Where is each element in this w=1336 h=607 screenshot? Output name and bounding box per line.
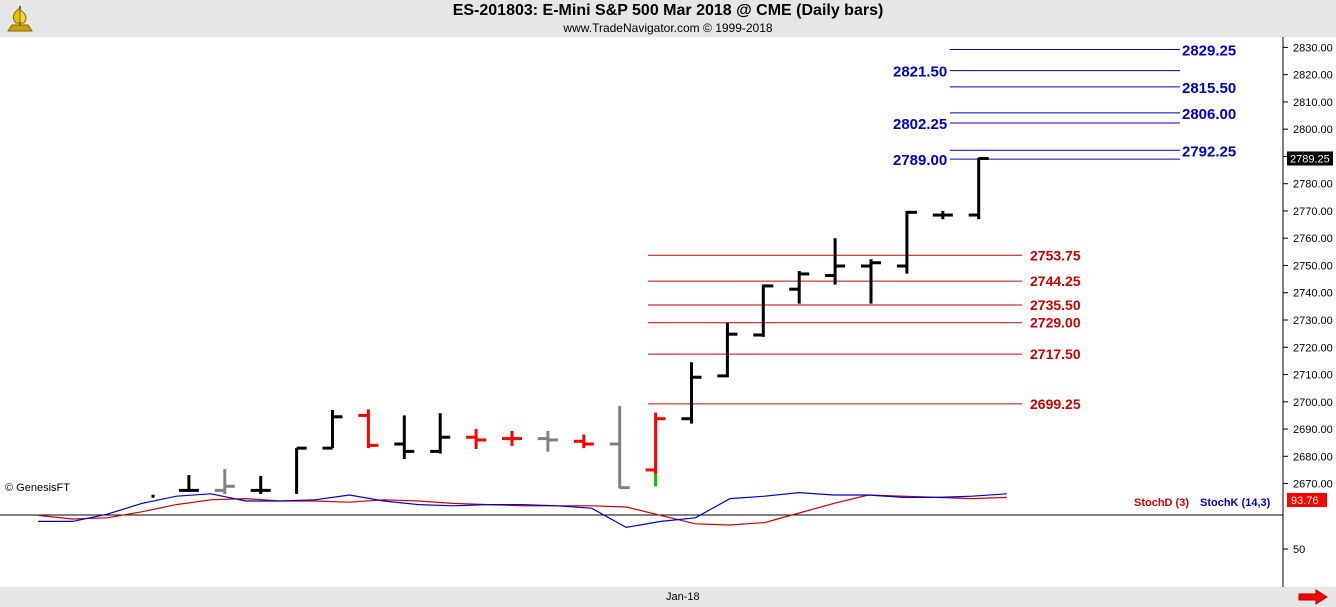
ohlc-bar	[609, 405, 630, 490]
red-level-label: 2735.50	[1030, 297, 1081, 313]
tradenavigator-logo	[7, 6, 33, 32]
scroll-right-arrow-icon[interactable]	[1298, 589, 1328, 605]
ohlc-bar	[250, 475, 271, 494]
price-tick-label: 2690.00	[1293, 424, 1333, 436]
ohlc-bar	[214, 469, 235, 494]
red-level-label: 2729.00	[1030, 315, 1081, 331]
price-tick-label: 2670.00	[1293, 479, 1333, 491]
ohlc-bar	[789, 270, 810, 304]
stoch-d-legend: StochD (3)	[1134, 497, 1189, 509]
price-tick-label: 2780.00	[1293, 179, 1333, 191]
ohlc-bar	[394, 415, 415, 460]
price-axis: 2830.002820.002810.002800.002790.002780.…	[1283, 42, 1333, 491]
price-tick-label: 2820.00	[1293, 70, 1333, 82]
price-tick-label: 2680.00	[1293, 451, 1333, 463]
price-tick-label: 2770.00	[1293, 206, 1333, 218]
blue-level-label: 2815.50	[1182, 80, 1236, 97]
red-level-label: 2717.50	[1030, 346, 1081, 362]
blue-level-label: 2802.25	[893, 116, 947, 133]
blue-level-label: 2806.00	[1182, 106, 1236, 123]
price-bars	[151, 156, 989, 498]
price-tick-label: 2700.00	[1293, 397, 1333, 409]
stoch-k-line	[38, 491, 1007, 529]
stoch-value-label: 93.76	[1291, 495, 1319, 507]
ohlc-bar	[861, 259, 881, 304]
time-axis	[0, 587, 1336, 607]
blue-level-label: 2792.25	[1182, 143, 1236, 160]
chart-header	[0, 0, 1336, 37]
ohlc-bar	[968, 156, 989, 220]
ohlc-bar	[537, 430, 558, 452]
stochastic-panel: 50 StochD (3) StochK (14,3) 93.76	[37, 491, 1327, 556]
blue-level-label: 2829.25	[1182, 42, 1236, 59]
last-price-label: 2789.25	[1290, 153, 1330, 165]
time-axis-label: Jan-18	[666, 591, 700, 603]
ohlc-bar	[178, 475, 199, 493]
price-tick-label: 2710.00	[1293, 370, 1333, 382]
ohlc-bar	[932, 210, 953, 220]
price-tick-label: 2750.00	[1293, 260, 1333, 272]
levels-layer: 2829.25 2821.50 2815.50 2806.00 2802.25 2792.…	[648, 42, 1236, 412]
red-level-label: 2699.25	[1030, 396, 1081, 412]
ohlc-bar	[322, 409, 343, 450]
red-level-label: 2753.75	[1030, 247, 1081, 263]
ohlc-bar	[430, 413, 451, 454]
price-tick-label: 2740.00	[1293, 288, 1333, 300]
ohlc-bar	[896, 210, 917, 274]
stoch-tick-label: 50	[1293, 544, 1305, 556]
ohlc-bar	[681, 362, 702, 424]
blue-level-label: 2789.00	[893, 152, 947, 169]
price-tick-label: 2800.00	[1293, 124, 1333, 136]
stoch-value-badge	[1287, 493, 1327, 507]
chart-subtitle: www.TradeNavigator.com © 1999-2018	[563, 21, 773, 35]
price-tick-label: 2830.00	[1293, 42, 1333, 54]
price-tick-label: 2720.00	[1293, 342, 1333, 354]
price-tick-label: 2760.00	[1293, 233, 1333, 245]
red-level-label: 2744.25	[1030, 273, 1081, 289]
ohlc-bar	[753, 284, 774, 337]
stoch-d-line	[37, 494, 1007, 526]
ohlc-bar	[358, 409, 379, 449]
ohlc-bar	[502, 430, 522, 446]
ohlc-bar	[573, 434, 594, 449]
stoch-k-legend: StochK (14,3)	[1200, 497, 1271, 509]
ohlc-bar	[825, 238, 846, 285]
last-price-badge	[1287, 151, 1333, 166]
blue-level-label: 2821.50	[893, 64, 947, 81]
price-tick-label: 2730.00	[1293, 315, 1333, 327]
chart-title: ES-201803: E-Mini S&P 500 Mar 2018 @ CME…	[452, 2, 884, 19]
watermark: © GenesisFT	[5, 482, 70, 494]
price-tick-label: 2810.00	[1293, 97, 1333, 109]
ohlc-bar	[466, 429, 487, 449]
ohlc-bar	[717, 322, 738, 378]
ohlc-bar	[295, 446, 307, 494]
